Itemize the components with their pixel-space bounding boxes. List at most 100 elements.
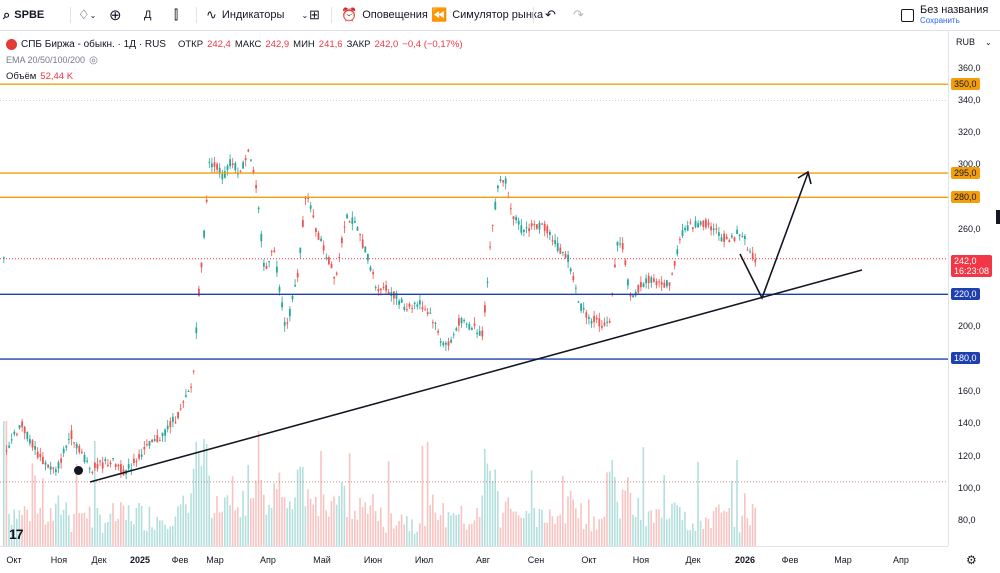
candle-body xyxy=(744,235,746,239)
candle-body xyxy=(283,322,286,326)
volume-bar xyxy=(195,441,197,546)
volume-bar xyxy=(710,528,712,546)
candle-body xyxy=(289,308,291,317)
legend-symbol-name[interactable]: СПБ Биржа - обыкн. · 1Д · RUS xyxy=(21,38,166,50)
volume-bar xyxy=(153,530,156,546)
candle-body xyxy=(195,327,198,334)
candle-body xyxy=(598,318,601,327)
volume-bar xyxy=(601,518,603,546)
chevron-down-icon: ⌄ xyxy=(301,10,309,20)
candle-body xyxy=(439,341,442,343)
volume-bar xyxy=(49,508,52,546)
layout-title-block[interactable]: Без названия Сохранить xyxy=(920,4,990,25)
time-label: Июл xyxy=(414,555,434,565)
volume-bar xyxy=(341,482,343,546)
gear-icon[interactable]: ⚙ xyxy=(966,553,977,567)
watchlist-diamond-button[interactable]: ♢ ⌄ xyxy=(78,4,96,26)
price-scale[interactable] xyxy=(948,31,1000,546)
volume-bar xyxy=(356,519,359,546)
candle-body xyxy=(276,266,278,273)
candle-body xyxy=(270,251,273,253)
ema-label[interactable]: EMA 20/50/100/200 xyxy=(6,55,86,65)
layouts-button[interactable]: ⊞ xyxy=(309,4,320,26)
volume-bar xyxy=(299,466,301,546)
candle-body xyxy=(694,220,697,228)
undo-button[interactable]: ↶ xyxy=(545,4,556,26)
legend-high-key: МАКС xyxy=(234,38,262,50)
replay-button[interactable]: ⏪ Симулятор рынка xyxy=(431,4,543,26)
candle-body xyxy=(3,257,5,259)
volume-bar xyxy=(276,489,278,546)
volume-bar xyxy=(380,507,382,546)
volume-bar xyxy=(166,528,169,546)
symbol-search[interactable]: ⌕ SPBE xyxy=(3,4,67,26)
candle-body xyxy=(135,461,138,463)
compare-button[interactable]: ⊕ xyxy=(109,4,122,26)
volume-bar xyxy=(393,528,395,546)
volume-bar xyxy=(473,520,476,546)
layout-checkbox[interactable] xyxy=(901,9,914,22)
candle-body xyxy=(281,302,283,308)
chart-type-button[interactable]: ⫿ xyxy=(174,4,178,26)
chevron-down-icon[interactable]: ⌄ xyxy=(985,38,992,47)
volume-bar xyxy=(616,501,619,546)
candle-body xyxy=(252,170,255,174)
currency-label[interactable]: RUB xyxy=(956,37,976,47)
candle-body xyxy=(512,216,515,220)
redo-button[interactable]: ↷ xyxy=(573,4,584,26)
tradingview-logo[interactable]: 17 xyxy=(9,526,24,542)
volume-bar xyxy=(582,529,585,546)
volume-bar xyxy=(234,510,236,546)
volume-bar xyxy=(447,512,450,546)
candle-body xyxy=(268,261,270,263)
volume-bar xyxy=(322,494,325,546)
candle-body xyxy=(127,464,130,469)
candle-body xyxy=(632,295,634,298)
volume-bar xyxy=(476,507,478,546)
indicators-button[interactable]: ∿ Индикаторы ⌄ xyxy=(206,4,308,26)
volume-key[interactable]: Объём xyxy=(6,70,37,82)
volume-bar xyxy=(406,516,408,546)
interval-button[interactable]: Д xyxy=(144,4,151,26)
time-axis[interactable] xyxy=(0,546,948,573)
price-tick: 200,0 xyxy=(958,321,981,331)
event-marker[interactable] xyxy=(74,466,83,475)
candle-body xyxy=(705,219,707,228)
volume-bar xyxy=(39,507,41,546)
candle-body xyxy=(120,464,122,473)
volume-bar xyxy=(434,512,437,546)
save-link[interactable]: Сохранить xyxy=(920,16,960,25)
candle-body xyxy=(489,246,491,248)
candle-body xyxy=(530,223,533,227)
eye-hidden-icon[interactable]: ◎ xyxy=(89,54,98,66)
trend-line[interactable] xyxy=(89,269,863,483)
undo-icon: ↶ xyxy=(545,7,556,22)
volume-bar xyxy=(354,510,356,546)
candle-body xyxy=(710,226,712,231)
volume-bar xyxy=(525,510,528,546)
candle-body xyxy=(367,253,369,261)
volume-bar xyxy=(374,511,377,546)
candle-body xyxy=(429,312,432,314)
projection-path[interactable] xyxy=(739,172,809,301)
volume-bar xyxy=(465,529,468,546)
candle-body xyxy=(567,254,569,263)
legend-open-value: 242,4 xyxy=(207,38,231,50)
price-tick: 100,0 xyxy=(958,483,981,493)
volume-bar xyxy=(702,528,704,546)
volume-bar xyxy=(169,526,171,546)
volume-bar xyxy=(689,529,691,546)
alerts-button[interactable]: ⏰ Оповещения xyxy=(341,4,428,26)
candle-body xyxy=(203,230,205,238)
volume-bar xyxy=(463,523,465,546)
time-label: Ноя xyxy=(50,555,68,565)
candle-body xyxy=(166,425,169,430)
volume-bar xyxy=(278,472,281,546)
scroll-handle[interactable] xyxy=(996,210,1000,224)
volume-bar xyxy=(307,489,309,546)
candle-body xyxy=(312,215,315,218)
candle-body xyxy=(416,304,419,307)
candle-body xyxy=(411,307,413,309)
volume-bar xyxy=(712,511,715,546)
